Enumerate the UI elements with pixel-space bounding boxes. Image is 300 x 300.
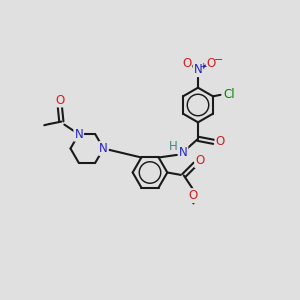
Text: O: O [182,57,191,70]
Text: H: H [169,140,178,153]
Text: O: O [55,94,64,106]
Text: O: O [188,189,197,202]
Text: N: N [99,142,108,155]
Text: N: N [178,146,188,159]
Text: O: O [195,154,204,167]
Text: O: O [207,57,216,70]
Text: O: O [216,135,225,148]
Text: N: N [74,128,83,141]
Text: −: − [213,55,223,65]
Text: N: N [194,63,202,76]
Text: Cl: Cl [223,88,235,101]
Text: +: + [199,61,206,70]
